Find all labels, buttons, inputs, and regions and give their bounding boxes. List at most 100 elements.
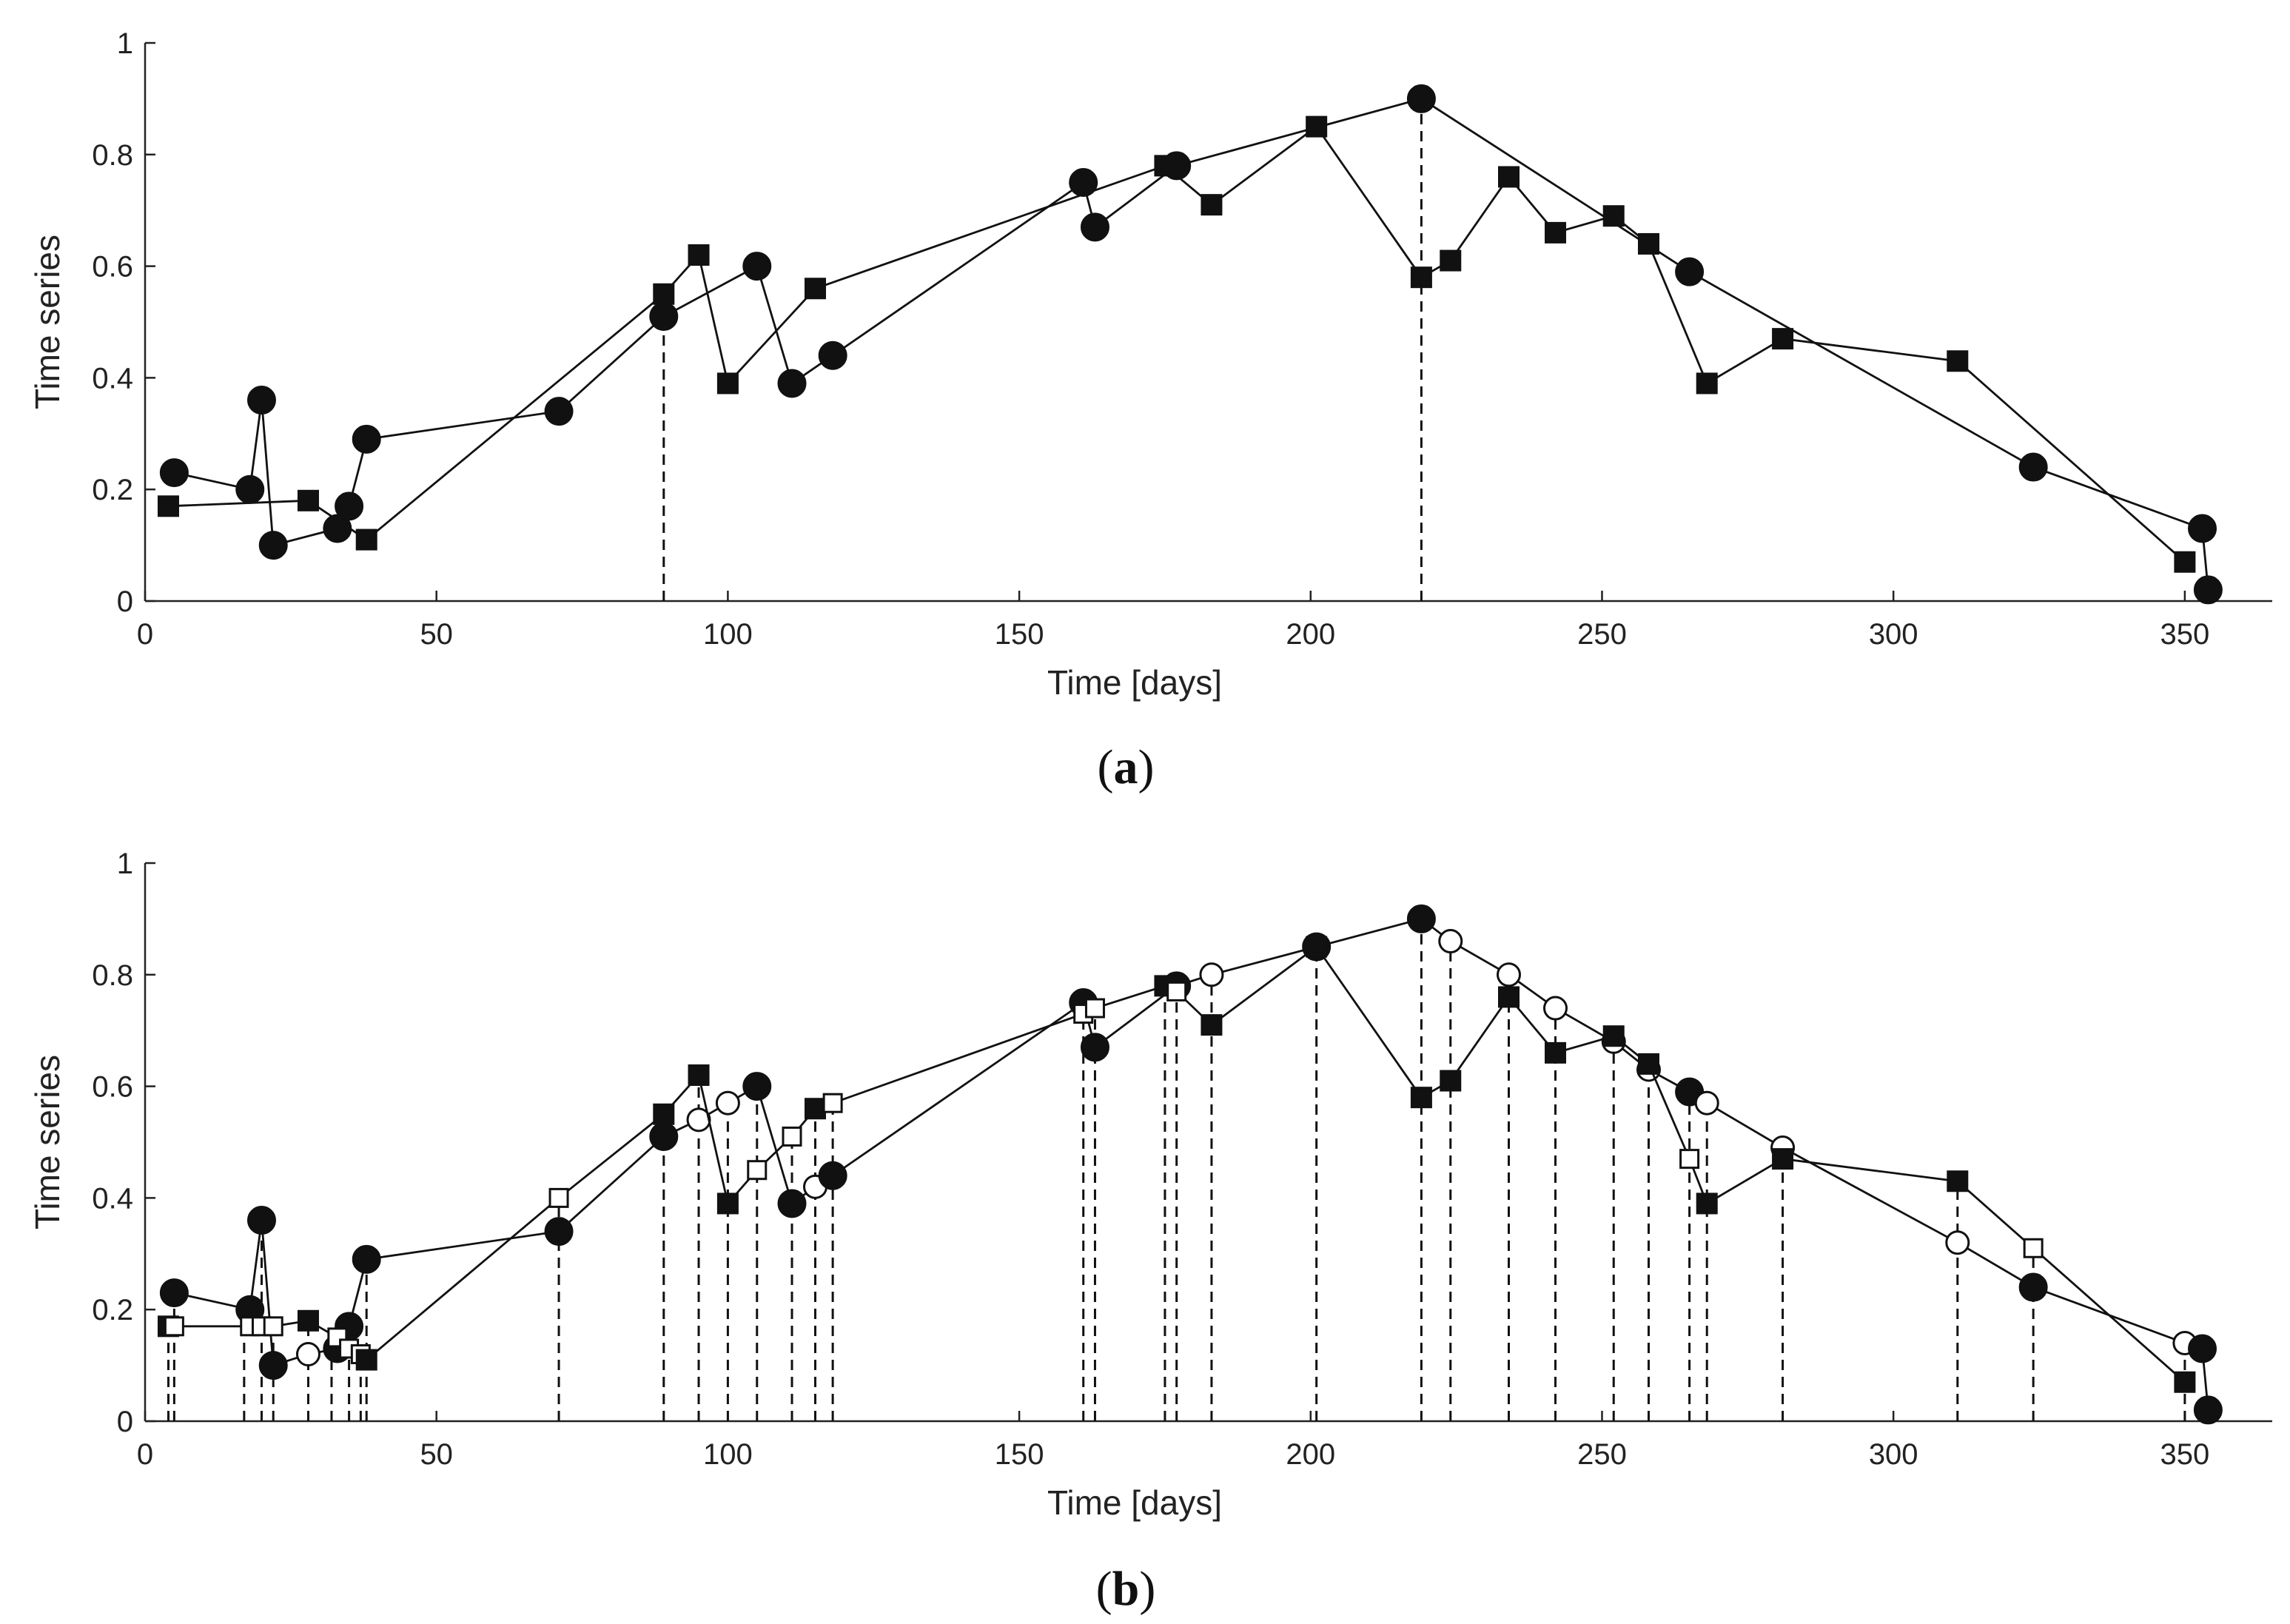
x-tick-label: 300 bbox=[1869, 618, 1918, 651]
x-axis-label: Time [days] bbox=[1047, 663, 1222, 702]
data-point-filled-circle bbox=[258, 531, 288, 560]
data-point-open-circle bbox=[1438, 929, 1463, 954]
caption-paren: ) bbox=[1138, 740, 1155, 794]
x-tick-label: 250 bbox=[1577, 618, 1627, 651]
chart-panel-a: 0 50 100 150 200 250 300 350 0 0.2 0.4 0.6 0.8 1 Time … bbox=[28, 27, 2272, 794]
data-point-filled-circle bbox=[1406, 84, 1436, 113]
series-line-circles bbox=[174, 917, 2209, 1411]
data-point-filled-square bbox=[688, 244, 710, 266]
data-point-filled-circle bbox=[2018, 452, 2048, 482]
data-point-open-square bbox=[263, 1316, 283, 1337]
data-point-filled-circle bbox=[335, 491, 364, 521]
panel-caption: (a) bbox=[1098, 740, 1155, 794]
data-point-filled-circle bbox=[2193, 575, 2223, 605]
data-point-filled-circle bbox=[777, 1189, 807, 1218]
data-point-filled-circle bbox=[2018, 1272, 2048, 1302]
y-tick-label: 0.2 bbox=[92, 1294, 133, 1326]
x-tick-label: 200 bbox=[1286, 618, 1335, 651]
data-point-open-circle bbox=[1945, 1230, 1970, 1255]
data-point-filled-circle bbox=[159, 458, 189, 488]
series-line-squares bbox=[168, 125, 2186, 563]
data-point-filled-circle bbox=[159, 1278, 189, 1308]
data-point-filled-square bbox=[1602, 205, 1625, 227]
data-point-filled-square bbox=[1696, 1192, 1718, 1215]
data-point-open-square bbox=[822, 1093, 843, 1113]
data-point-filled-square bbox=[1545, 221, 1567, 244]
data-point-filled-square bbox=[653, 283, 675, 305]
data-point-filled-square bbox=[1602, 1025, 1625, 1047]
x-tick-label: 100 bbox=[703, 1438, 753, 1471]
data-point-filled-square bbox=[1306, 115, 1328, 138]
y-tick-label: 0.4 bbox=[92, 1182, 133, 1215]
data-point-filled-square bbox=[805, 278, 827, 300]
data-point-filled-square bbox=[1498, 166, 1520, 188]
y-tick-label: 1 bbox=[117, 27, 133, 60]
data-point-filled-square bbox=[2174, 1371, 2196, 1393]
data-point-open-square bbox=[1084, 998, 1105, 1019]
x-axis-label: Time [days] bbox=[1047, 1483, 1222, 1522]
x-tick-label: 0 bbox=[137, 1438, 153, 1471]
y-axis-label: Time series bbox=[28, 1055, 67, 1229]
data-point-open-square bbox=[747, 1160, 768, 1181]
data-point-filled-circle bbox=[1675, 257, 1705, 286]
data-point-filled-circle bbox=[2188, 514, 2217, 543]
data-point-filled-square bbox=[688, 1064, 710, 1087]
x-tick-label: 250 bbox=[1577, 1438, 1627, 1471]
data-point-filled-square bbox=[805, 1098, 827, 1120]
data-point-filled-square bbox=[1947, 1170, 1969, 1192]
y-tick-label: 0.4 bbox=[92, 362, 133, 395]
x-tick-label: 300 bbox=[1869, 1438, 1918, 1471]
data-point-filled-square bbox=[1772, 1148, 1794, 1170]
data-point-filled-circle bbox=[544, 1217, 574, 1246]
data-point-filled-square bbox=[1947, 350, 1969, 372]
data-point-filled-square bbox=[716, 372, 739, 395]
data-point-filled-circle bbox=[777, 369, 807, 398]
x-tick-label: 0 bbox=[137, 618, 153, 651]
y-tick-label: 1 bbox=[117, 848, 133, 880]
x-tick-label: 350 bbox=[2160, 1438, 2210, 1471]
data-point-filled-circle bbox=[1080, 1033, 1109, 1062]
data-point-filled-circle bbox=[258, 1351, 288, 1380]
caption-letter: a bbox=[1114, 740, 1138, 794]
data-point-open-circle bbox=[1694, 1090, 1719, 1115]
y-tick-label: 0.6 bbox=[92, 251, 133, 283]
data-point-open-square bbox=[782, 1126, 802, 1147]
y-tick-label: 0 bbox=[117, 585, 133, 618]
x-tick-label: 200 bbox=[1286, 1438, 1335, 1471]
data-point-filled-square bbox=[355, 529, 377, 551]
data-point-filled-circle bbox=[352, 424, 381, 454]
data-point-filled-circle bbox=[235, 474, 265, 504]
data-point-filled-square bbox=[1410, 1087, 1432, 1109]
data-point-open-square bbox=[1166, 981, 1187, 1001]
data-point-filled-square bbox=[653, 1103, 675, 1125]
data-point-filled-square bbox=[297, 489, 319, 511]
data-point-filled-circle bbox=[742, 252, 772, 281]
data-point-open-circle bbox=[295, 1342, 320, 1367]
x-tick-label: 50 bbox=[420, 618, 453, 651]
x-tick-label: 50 bbox=[420, 1438, 453, 1471]
data-point-filled-circle bbox=[246, 1206, 276, 1235]
caption-paren: ) bbox=[1139, 1562, 1155, 1616]
x-tick-label: 150 bbox=[995, 618, 1044, 651]
data-point-filled-square bbox=[1410, 266, 1432, 289]
data-point-filled-square bbox=[1154, 155, 1176, 177]
data-point-open-square bbox=[2023, 1238, 2044, 1258]
data-point-open-square bbox=[327, 1327, 348, 1348]
data-point-filled-circle bbox=[818, 1161, 847, 1190]
data-point-filled-square bbox=[1498, 986, 1520, 1008]
data-point-filled-circle bbox=[1080, 212, 1109, 242]
data-point-filled-circle bbox=[1406, 904, 1436, 933]
data-point-filled-circle bbox=[649, 1121, 679, 1151]
data-point-open-square bbox=[1679, 1149, 1700, 1170]
data-point-filled-square bbox=[1772, 328, 1794, 350]
x-tick-label: 350 bbox=[2160, 618, 2210, 651]
series-line-circles bbox=[174, 97, 2209, 591]
data-point-filled-circle bbox=[2188, 1334, 2217, 1363]
data-point-filled-square bbox=[297, 1309, 319, 1332]
x-tick-label: 100 bbox=[703, 618, 753, 651]
chart-panel-b: 0 50 100 150 200 250 300 350 0 0.2 0.4 0.6 0.8 1 Time … bbox=[28, 848, 2272, 1616]
y-tick-label: 0.2 bbox=[92, 474, 133, 506]
data-point-filled-square bbox=[1696, 372, 1718, 395]
y-tick-label: 0 bbox=[117, 1406, 133, 1438]
y-tick-label: 0.6 bbox=[92, 1071, 133, 1104]
